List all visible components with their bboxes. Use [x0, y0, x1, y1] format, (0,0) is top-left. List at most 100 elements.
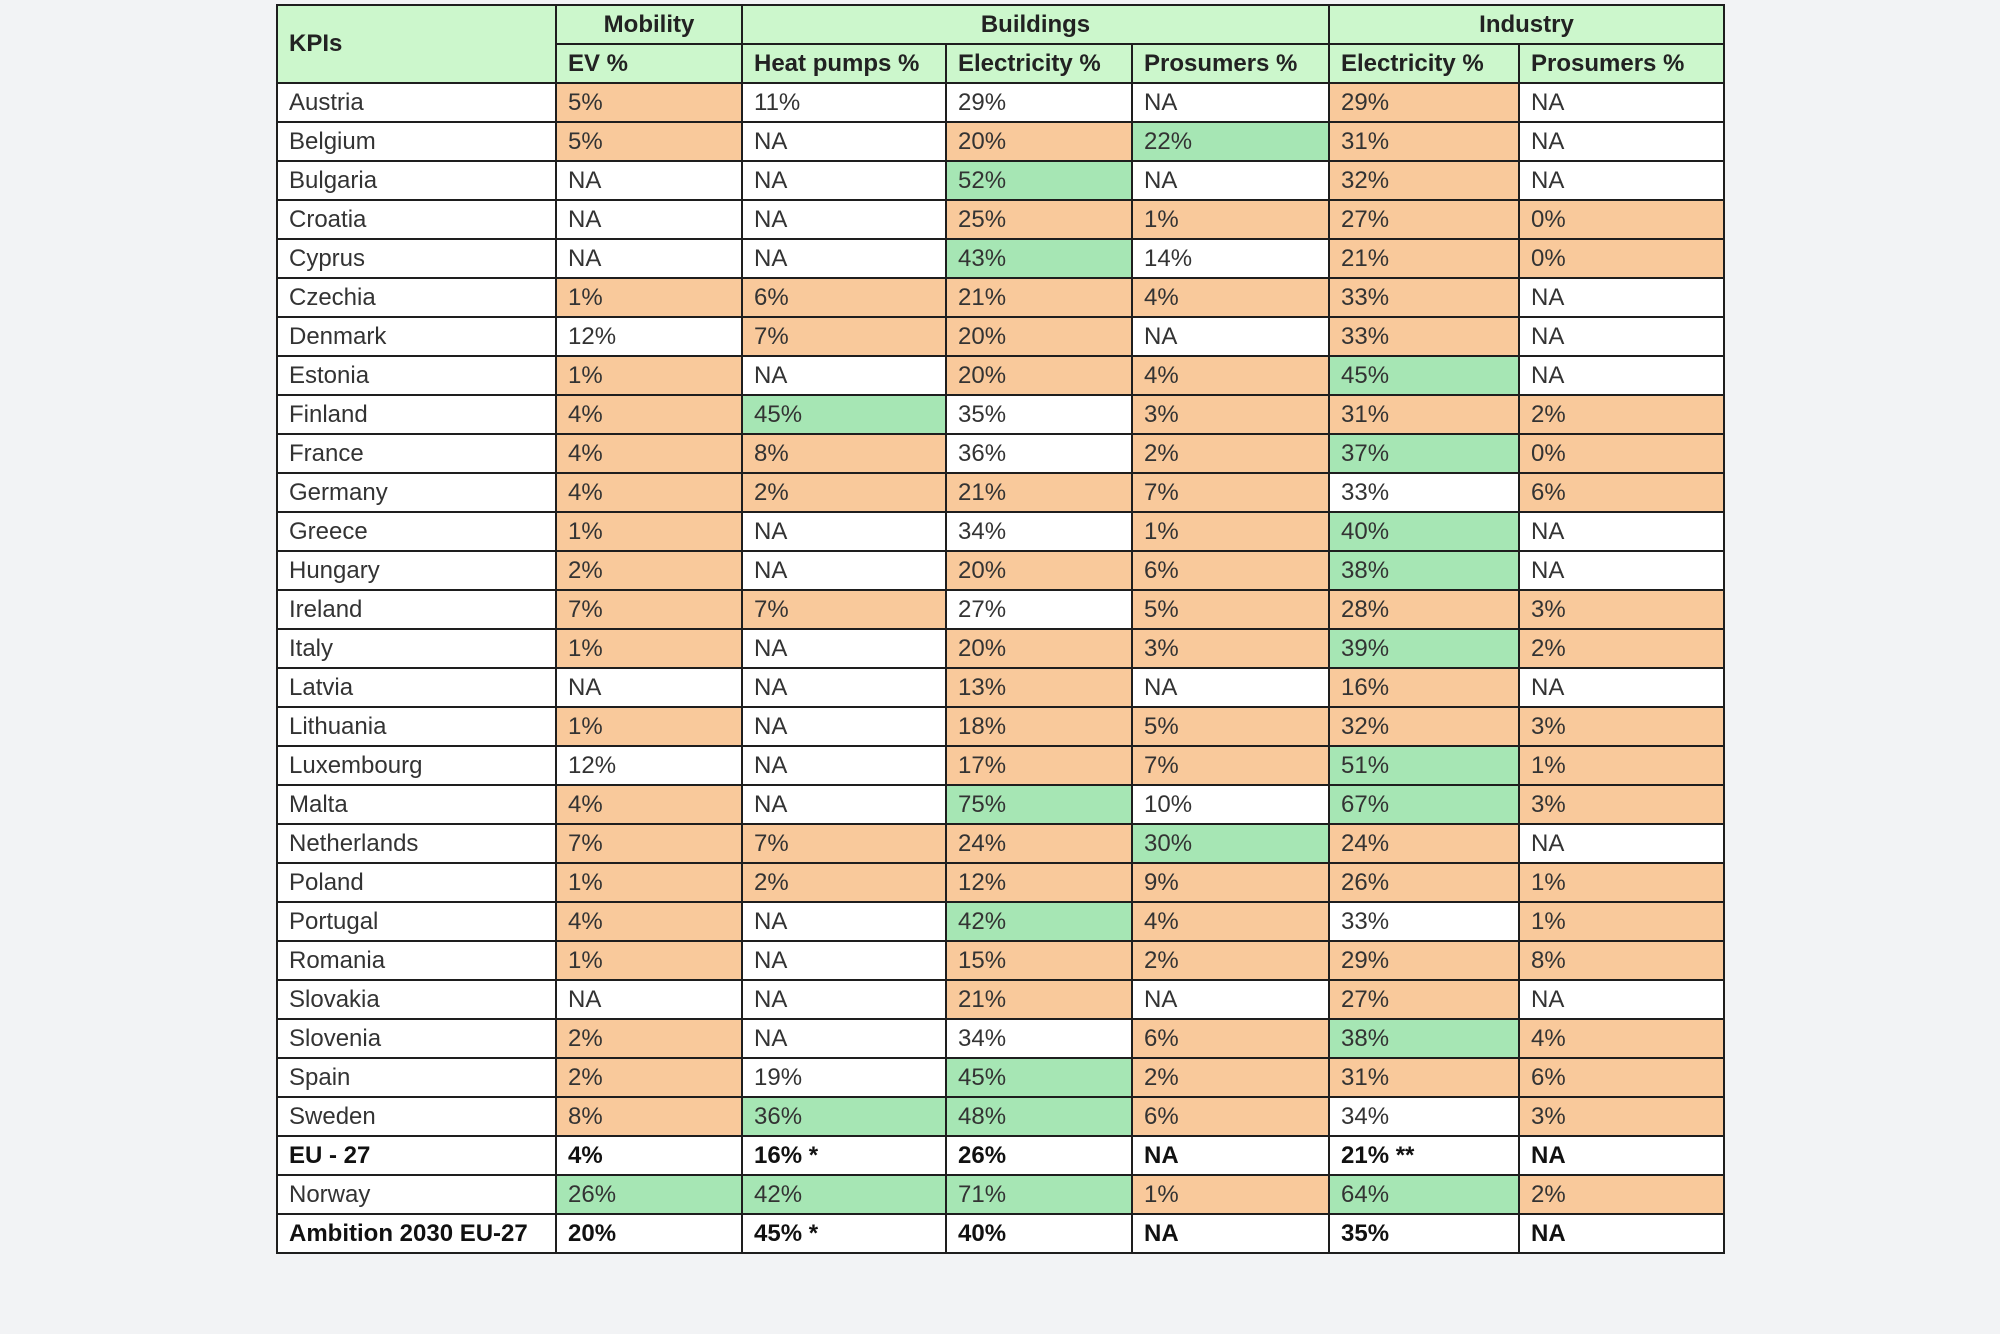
table-cell: NA [1518, 1213, 1725, 1254]
table-cell: 2% [555, 550, 743, 591]
table-cell: NA [1518, 667, 1725, 708]
row-label: France [276, 433, 557, 474]
table-cell: NA [741, 355, 947, 396]
table-cell: 1% [1518, 745, 1725, 786]
table-cell: NA [1518, 550, 1725, 591]
table-cell: NA [1518, 160, 1725, 201]
table-cell: 20% [945, 121, 1133, 162]
table-cell: NA [1131, 82, 1330, 123]
table-cell: 7% [741, 589, 947, 630]
row-label: Croatia [276, 199, 557, 240]
table-cell: 34% [945, 1018, 1133, 1059]
table-cell: 29% [1328, 940, 1520, 981]
table-cell: 21% [1328, 238, 1520, 279]
table-cell: 29% [945, 82, 1133, 123]
table-cell: NA [1131, 1135, 1330, 1176]
table-cell: 1% [555, 355, 743, 396]
table-cell: 1% [1131, 1174, 1330, 1215]
row-label: Sweden [276, 1096, 557, 1137]
group-industry: Industry [1328, 4, 1725, 45]
table-cell: 20% [945, 550, 1133, 591]
row-label: Luxembourg [276, 745, 557, 786]
table-cell: 12% [555, 316, 743, 357]
table-cell: NA [1518, 121, 1725, 162]
kpi-table: KPIs Mobility Buildings Industry EV % He… [276, 4, 1725, 1254]
table-cell: 3% [1131, 628, 1330, 669]
table-cell: 7% [555, 589, 743, 630]
table-cell: 3% [1518, 706, 1725, 747]
table-cell: 45% [1328, 355, 1520, 396]
table-cell: 64% [1328, 1174, 1520, 1215]
table-row: Norway 26% 42% 71% 1% 64% 2% [276, 1174, 1725, 1215]
table-cell: 33% [1328, 472, 1520, 513]
table-cell: NA [741, 745, 947, 786]
table-cell: 20% [945, 355, 1133, 396]
table-cell: 2% [1518, 394, 1725, 435]
table-cell: 4% [555, 472, 743, 513]
table-cell: 1% [555, 940, 743, 981]
group-buildings: Buildings [741, 4, 1330, 45]
table-cell: 7% [741, 823, 947, 864]
col-ev: EV % [555, 43, 743, 84]
table-cell: 25% [945, 199, 1133, 240]
table-cell: 35% [945, 394, 1133, 435]
table-cell: 10% [1131, 784, 1330, 825]
table-cell: 1% [1518, 901, 1725, 942]
table-cell: NA [555, 160, 743, 201]
table-cell: 6% [1131, 550, 1330, 591]
table-row: Hungary 2% NA 20% 6% 38% NA [276, 550, 1725, 591]
table-cell: NA [741, 667, 947, 708]
table-cell: 3% [1131, 394, 1330, 435]
table-cell: 12% [945, 862, 1133, 903]
table-cell: 9% [1131, 862, 1330, 903]
table-cell: 42% [741, 1174, 947, 1215]
table-cell: 2% [1518, 628, 1725, 669]
table-cell: 38% [1328, 550, 1520, 591]
table-cell: NA [741, 160, 947, 201]
table-row: Netherlands 7% 7% 24% 30% 24% NA [276, 823, 1725, 864]
table-cell: NA [1131, 316, 1330, 357]
table-cell: NA [741, 979, 947, 1020]
row-label: Bulgaria [276, 160, 557, 201]
table-cell: 4% [555, 433, 743, 474]
row-label: Poland [276, 862, 557, 903]
table-cell: NA [1518, 823, 1725, 864]
table-row: Slovenia 2% NA 34% 6% 38% 4% [276, 1018, 1725, 1059]
table-row: Austria 5% 11% 29% NA 29% NA [276, 82, 1725, 123]
table-cell: 45% * [741, 1213, 947, 1254]
table-cell: 1% [555, 511, 743, 552]
table-cell: 2% [1131, 940, 1330, 981]
row-label: Lithuania [276, 706, 557, 747]
table-row: Sweden 8% 36% 48% 6% 34% 3% [276, 1096, 1725, 1137]
table-cell: NA [1518, 355, 1725, 396]
table-cell: 37% [1328, 433, 1520, 474]
table-cell: NA [555, 238, 743, 279]
table-cell: NA [1131, 1213, 1330, 1254]
table-cell: 1% [555, 628, 743, 669]
table-cell: 32% [1328, 706, 1520, 747]
group-header-row: KPIs Mobility Buildings Industry [276, 4, 1725, 84]
table-cell: 1% [1131, 511, 1330, 552]
table-row: Estonia 1% NA 20% 4% 45% NA [276, 355, 1725, 396]
table-cell: 7% [741, 316, 947, 357]
table-cell: 75% [945, 784, 1133, 825]
table-cell: 8% [741, 433, 947, 474]
table-cell: 4% [555, 901, 743, 942]
row-label: Cyprus [276, 238, 557, 279]
table-cell: 51% [1328, 745, 1520, 786]
table-cell: 5% [555, 121, 743, 162]
table-cell: 21% [945, 472, 1133, 513]
row-label: Germany [276, 472, 557, 513]
table-cell: 16% * [741, 1135, 947, 1176]
table-cell: 14% [1131, 238, 1330, 279]
table-row: Luxembourg 12% NA 17% 7% 51% 1% [276, 745, 1725, 786]
table-cell: 1% [555, 277, 743, 318]
table-row: Malta 4% NA 75% 10% 67% 3% [276, 784, 1725, 825]
table-cell: 26% [945, 1135, 1133, 1176]
table-cell: 40% [1328, 511, 1520, 552]
table-cell: 3% [1518, 784, 1725, 825]
table-cell: 33% [1328, 901, 1520, 942]
table-row: Romania 1% NA 15% 2% 29% 8% [276, 940, 1725, 981]
table-cell: 18% [945, 706, 1133, 747]
row-label: Italy [276, 628, 557, 669]
